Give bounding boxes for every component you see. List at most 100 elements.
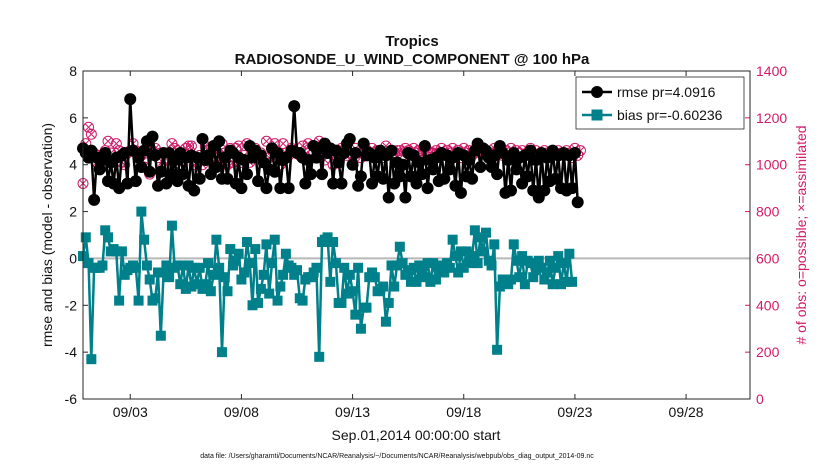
- bias-point: [144, 274, 155, 285]
- rmse-point: [327, 177, 340, 190]
- rmse-point: [524, 144, 537, 157]
- bias-point: [464, 258, 475, 269]
- rmse-point: [282, 182, 295, 195]
- bias-point: [236, 274, 247, 285]
- obs_assimilated-point: [187, 142, 196, 150]
- bias-point: [111, 246, 122, 257]
- rmse-point: [421, 182, 434, 195]
- rmse-point: [354, 170, 367, 183]
- bias-point: [539, 274, 550, 285]
- bias-point: [336, 297, 347, 308]
- bias-point: [172, 260, 183, 271]
- bias-point: [419, 272, 430, 283]
- bias-point: [200, 279, 211, 290]
- rmse-point: [310, 151, 323, 164]
- rmse-point: [332, 156, 345, 169]
- bias-point: [525, 258, 536, 269]
- bias-point: [130, 262, 141, 273]
- rmse-point: [396, 158, 409, 171]
- rmse-series: [77, 93, 584, 209]
- obs_assimilated-point: [84, 123, 93, 132]
- x-tick-label: 09/18: [446, 404, 481, 420]
- bias-point: [194, 262, 205, 273]
- bias-point: [422, 258, 433, 269]
- bias-point: [239, 267, 250, 278]
- bias-point: [489, 239, 500, 250]
- rmse-point: [427, 163, 440, 176]
- obs_possible-point: [110, 138, 122, 150]
- rmse-point: [260, 182, 273, 195]
- rmse-point: [288, 100, 301, 113]
- rmse-point: [491, 168, 504, 181]
- bias-point: [478, 246, 489, 257]
- bias-point: [542, 267, 553, 278]
- rmse-point: [521, 170, 534, 183]
- bias-point: [414, 260, 425, 271]
- bias-point: [347, 286, 358, 297]
- bias-point: [344, 269, 355, 280]
- bias-point: [164, 272, 175, 283]
- obs_assimilated-point: [184, 142, 193, 150]
- rmse-point: [299, 177, 312, 190]
- bias-point: [322, 232, 333, 243]
- bias-point: [230, 255, 241, 266]
- x-axis-label: Sep.01,2014 00:00:00 start: [332, 427, 501, 443]
- bias-point: [275, 281, 286, 292]
- y-tick-label-right: 800: [756, 204, 780, 220]
- rmse-point: [235, 182, 248, 195]
- rmse-point: [418, 139, 431, 152]
- bias-point: [225, 244, 236, 255]
- bias-point: [505, 274, 516, 285]
- bias-point: [397, 258, 408, 269]
- bias-point: [97, 260, 108, 271]
- bias-point: [314, 351, 325, 362]
- bias-point: [255, 283, 266, 294]
- bias-point: [342, 288, 353, 299]
- rmse-point: [438, 172, 451, 185]
- bias-point: [253, 297, 264, 308]
- y-tick-label-right: 400: [756, 297, 780, 313]
- bias-point: [436, 260, 447, 271]
- rmse-point: [343, 132, 356, 145]
- bias-point: [455, 246, 466, 257]
- x-tick-label: 09/23: [557, 404, 592, 420]
- rmse-point: [504, 184, 517, 197]
- bias-point: [136, 206, 147, 217]
- rmse-point: [193, 172, 206, 185]
- y-tick-label-right: 200: [756, 344, 780, 360]
- bias-point: [166, 220, 177, 231]
- bias-point: [411, 276, 422, 287]
- x-tick-label: 09/08: [224, 404, 259, 420]
- rmse-point: [93, 163, 106, 176]
- rmse-point: [213, 135, 226, 148]
- bias-point: [517, 251, 528, 262]
- rmse-point: [129, 175, 142, 188]
- bias-point: [233, 248, 244, 259]
- obs_possible-point: [85, 128, 97, 140]
- bias-point: [447, 234, 458, 245]
- rmse-point: [252, 175, 265, 188]
- rmse-point: [382, 191, 395, 204]
- bias-point: [392, 260, 403, 271]
- rmse-point: [154, 165, 167, 178]
- bias-point: [205, 286, 216, 297]
- bias-point: [83, 258, 94, 269]
- rmse-point: [210, 161, 223, 174]
- bias-point: [558, 258, 569, 269]
- y-axis-label-left: rmse and bias (model - observation): [39, 123, 55, 347]
- bias-point: [133, 295, 144, 306]
- x-tick-label: 09/13: [335, 404, 370, 420]
- bias-point: [86, 354, 97, 365]
- rmse-point: [202, 149, 215, 162]
- rmse-point: [335, 177, 348, 190]
- bias-point: [564, 248, 575, 259]
- bias-point: [544, 255, 555, 266]
- bias-point: [328, 237, 339, 248]
- bias-point: [155, 330, 166, 341]
- rmse-point: [463, 154, 476, 167]
- bias-point: [286, 262, 297, 273]
- obs_possible-point: [83, 121, 95, 133]
- bias-point: [214, 262, 225, 273]
- rmse-point: [240, 168, 253, 181]
